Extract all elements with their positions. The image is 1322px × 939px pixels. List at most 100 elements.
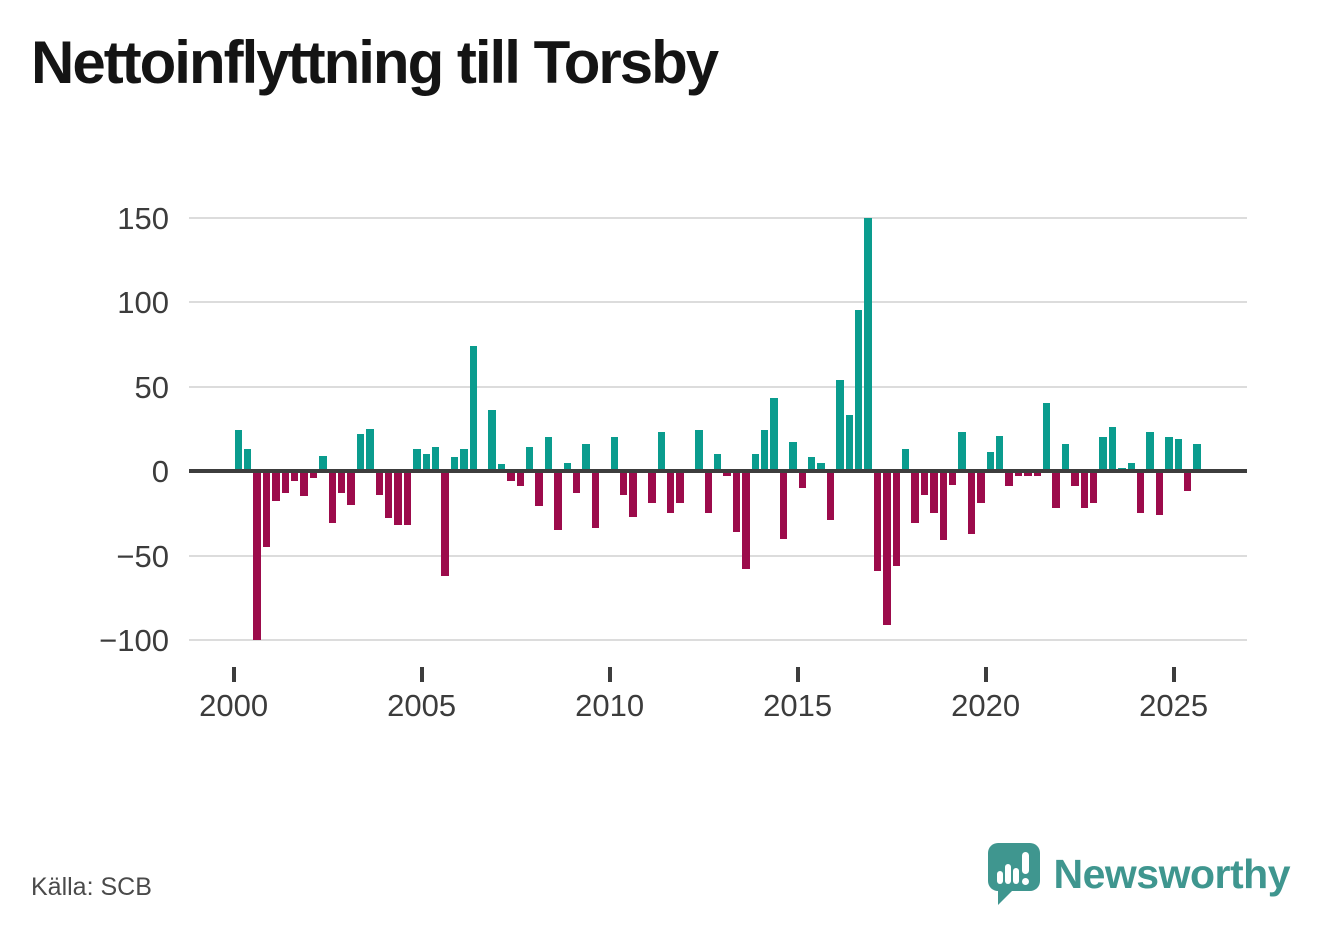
bar-positive <box>356 433 365 471</box>
bar-negative <box>572 471 581 493</box>
bar-negative <box>1136 471 1145 514</box>
bar-negative <box>328 471 337 524</box>
bar-chart-plot-area: 150 100 50 0 −50 −100 2000 2005 2010 2015 2020 2025 <box>99 200 1247 723</box>
y-axis-tick-label: 150 <box>117 200 169 236</box>
bar-negative <box>375 471 384 495</box>
bar-negative <box>1071 471 1079 487</box>
bar-positive <box>986 452 995 471</box>
bar-negative <box>347 471 355 505</box>
bar-negative <box>742 471 750 570</box>
bar-positive <box>431 447 440 471</box>
bar-positive <box>497 464 506 471</box>
bar-negative <box>873 471 882 571</box>
bar-negative <box>779 471 788 539</box>
bar-positive <box>751 454 760 471</box>
bar-negative <box>591 471 600 529</box>
y-axis-tick-label: −100 <box>99 623 169 658</box>
y-axis-tick-label: 0 <box>151 454 169 489</box>
x-axis-tick-label: 2015 <box>763 688 833 723</box>
bar-positive <box>366 428 374 471</box>
bar-negative <box>1183 471 1192 492</box>
x-axis-tick-label: 2000 <box>199 688 269 723</box>
bar-positive <box>958 432 966 471</box>
bar-positive <box>582 443 590 471</box>
bar-negative <box>300 471 308 497</box>
bar-positive <box>1127 462 1136 471</box>
bar-negative <box>394 471 402 526</box>
newsworthy-logo-text: Newsworthy <box>1053 850 1291 897</box>
bar-negative <box>507 471 515 482</box>
x-axis-tick-label: 2005 <box>387 688 457 723</box>
bar-negative <box>666 471 675 514</box>
grid-line <box>189 639 1247 641</box>
bar-positive <box>995 435 1004 471</box>
bar-negative <box>384 471 393 519</box>
bar-positive <box>713 454 722 471</box>
bar-negative <box>1033 471 1042 477</box>
bar-negative <box>967 471 976 534</box>
grid-line <box>189 216 1247 219</box>
bar-positive <box>1061 443 1070 471</box>
x-axis-tick <box>1171 667 1176 682</box>
y-axis-tick-label: −50 <box>116 538 169 574</box>
bar-negative <box>1089 471 1098 504</box>
bar-positive <box>450 457 459 471</box>
bar-positive <box>807 457 816 471</box>
bar-positive <box>234 430 243 471</box>
newsworthy-logo-icon <box>987 843 1040 905</box>
bar-positive <box>845 415 854 471</box>
bar-negative <box>1005 471 1013 487</box>
bar-negative <box>930 471 938 514</box>
bar-positive <box>610 437 619 471</box>
bar-negative <box>403 471 412 526</box>
bar-negative <box>281 471 290 493</box>
bar-positive <box>854 310 863 471</box>
bar-negative <box>892 471 901 566</box>
x-axis-tick <box>419 667 424 682</box>
bar-negative <box>676 471 684 504</box>
bar-positive <box>1165 437 1173 471</box>
bar-positive <box>1042 403 1051 471</box>
bar-negative <box>911 471 919 524</box>
chart-title: Nettoinflyttning till Torsby <box>31 29 719 96</box>
bar-negative <box>516 471 525 487</box>
bar-negative <box>253 471 261 640</box>
bar-negative <box>337 471 346 493</box>
bar-negative <box>262 471 271 548</box>
bar-positive <box>864 217 872 471</box>
bar-negative <box>629 471 637 517</box>
grid-line <box>189 554 1247 557</box>
bar-positive <box>789 442 797 471</box>
bar-negative <box>798 471 807 488</box>
bar-positive <box>1108 427 1117 471</box>
newsworthy-branding: Newsworthy <box>987 843 1291 905</box>
bar-negative <box>309 471 318 478</box>
x-axis-tick-label: 2020 <box>951 688 1021 723</box>
x-axis-tick <box>983 667 988 682</box>
x-axis-zero-line <box>189 469 1247 473</box>
bar-positive <box>760 430 769 471</box>
bar-positive <box>1174 438 1183 471</box>
bar-negative <box>977 471 985 504</box>
bar-positive <box>243 449 252 471</box>
x-axis-tick <box>795 667 800 682</box>
bar-negative <box>732 471 741 532</box>
bar-negative <box>1052 471 1060 509</box>
bar-positive <box>1099 437 1107 471</box>
x-axis-tick-label: 2025 <box>1139 688 1209 723</box>
bar-positive <box>319 455 327 471</box>
bar-negative <box>1080 471 1089 509</box>
bar-negative <box>704 471 713 514</box>
bar-positive <box>422 454 431 471</box>
bar-negative <box>290 471 299 482</box>
bar-negative <box>723 471 731 477</box>
bar-positive <box>563 462 572 471</box>
bar-negative <box>948 471 957 485</box>
x-axis-tick <box>231 667 236 682</box>
bar-positive <box>488 410 496 471</box>
bar-negative <box>1155 471 1164 515</box>
bar-negative <box>920 471 929 495</box>
bar-negative <box>883 471 891 625</box>
x-axis-tick-label: 2010 <box>575 688 645 723</box>
grid-line <box>189 385 1247 388</box>
